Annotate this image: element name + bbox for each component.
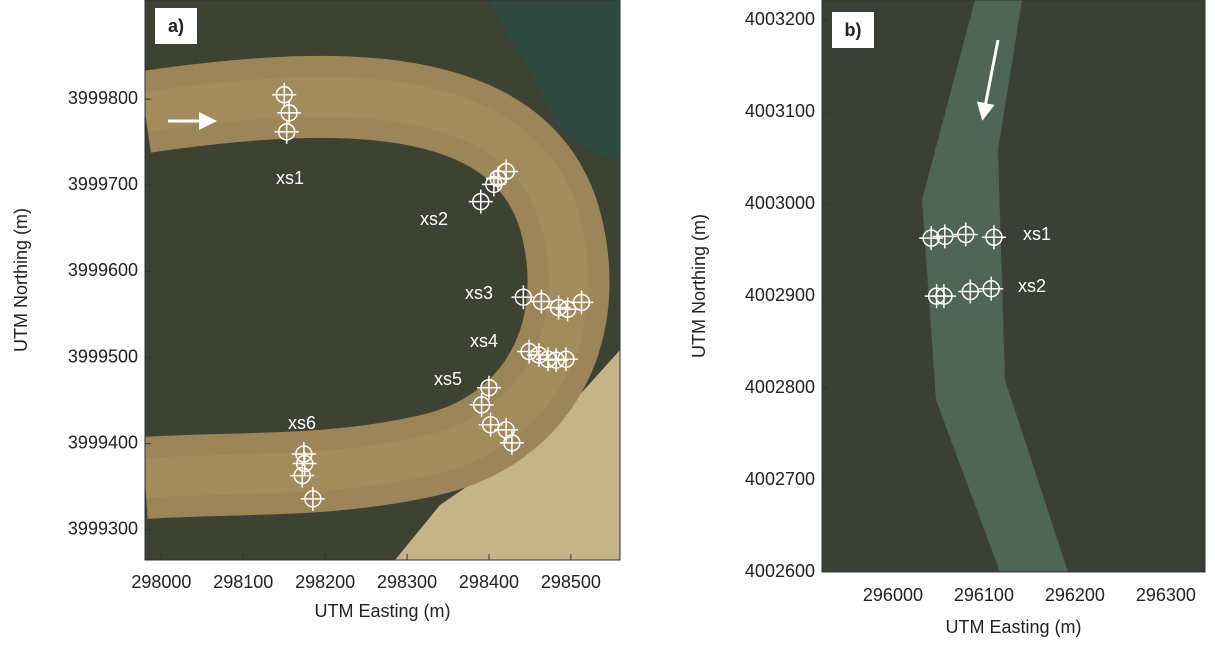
x-tick-label: 296200	[1045, 585, 1105, 605]
cross-section-label: xs2	[420, 209, 448, 229]
cross-section-label: xs2	[1018, 276, 1046, 296]
x-tick-label: 296300	[1136, 585, 1196, 605]
y-tick-label: 4002700	[745, 469, 815, 489]
x-axis-title: UTM Easting (m)	[945, 617, 1081, 637]
y-tick-label: 4002900	[745, 285, 815, 305]
y-tick-label: 4003100	[745, 101, 815, 121]
x-tick-label: 298300	[377, 572, 437, 592]
panel-label: b)	[845, 20, 862, 40]
cross-section-label: xs1	[1023, 224, 1051, 244]
cross-section-label: xs4	[470, 331, 498, 351]
panel-label: a)	[168, 16, 184, 36]
figure: 298000 298100 298200 298300 298400 298500 3999…	[0, 0, 1215, 646]
cross-section-label: xs3	[465, 283, 493, 303]
y-axis-title: UTM Northing (m)	[11, 208, 31, 352]
y-tick-label: 3999400	[68, 432, 138, 452]
x-tick-label: 298400	[459, 572, 519, 592]
y-tick-label: 4003200	[745, 9, 815, 29]
aerial-image-b	[822, 0, 1205, 572]
y-tick-label: 3999500	[68, 346, 138, 366]
y-tick-label: 4002800	[745, 377, 815, 397]
cross-section-label: xs6	[288, 413, 316, 433]
y-tick-label: 3999300	[68, 519, 138, 539]
x-tick-label: 298500	[541, 572, 601, 592]
y-axis-title: UTM Northing (m)	[689, 214, 709, 358]
y-tick-label: 4003000	[745, 193, 815, 213]
y-tick-label: 3999700	[68, 174, 138, 194]
y-tick-label: 3999600	[68, 260, 138, 280]
cross-section-label: xs5	[434, 369, 462, 389]
x-tick-label: 298000	[131, 572, 191, 592]
x-tick-label: 298200	[295, 572, 355, 592]
x-tick-label: 296100	[954, 585, 1014, 605]
aerial-image-a	[145, 0, 620, 560]
x-tick-label: 296000	[863, 585, 923, 605]
y-tick-label: 4002600	[745, 561, 815, 581]
x-axis-title: UTM Easting (m)	[314, 601, 450, 621]
x-tick-label: 298100	[213, 572, 273, 592]
y-tick-label: 3999800	[68, 88, 138, 108]
cross-section-label: xs1	[276, 168, 304, 188]
